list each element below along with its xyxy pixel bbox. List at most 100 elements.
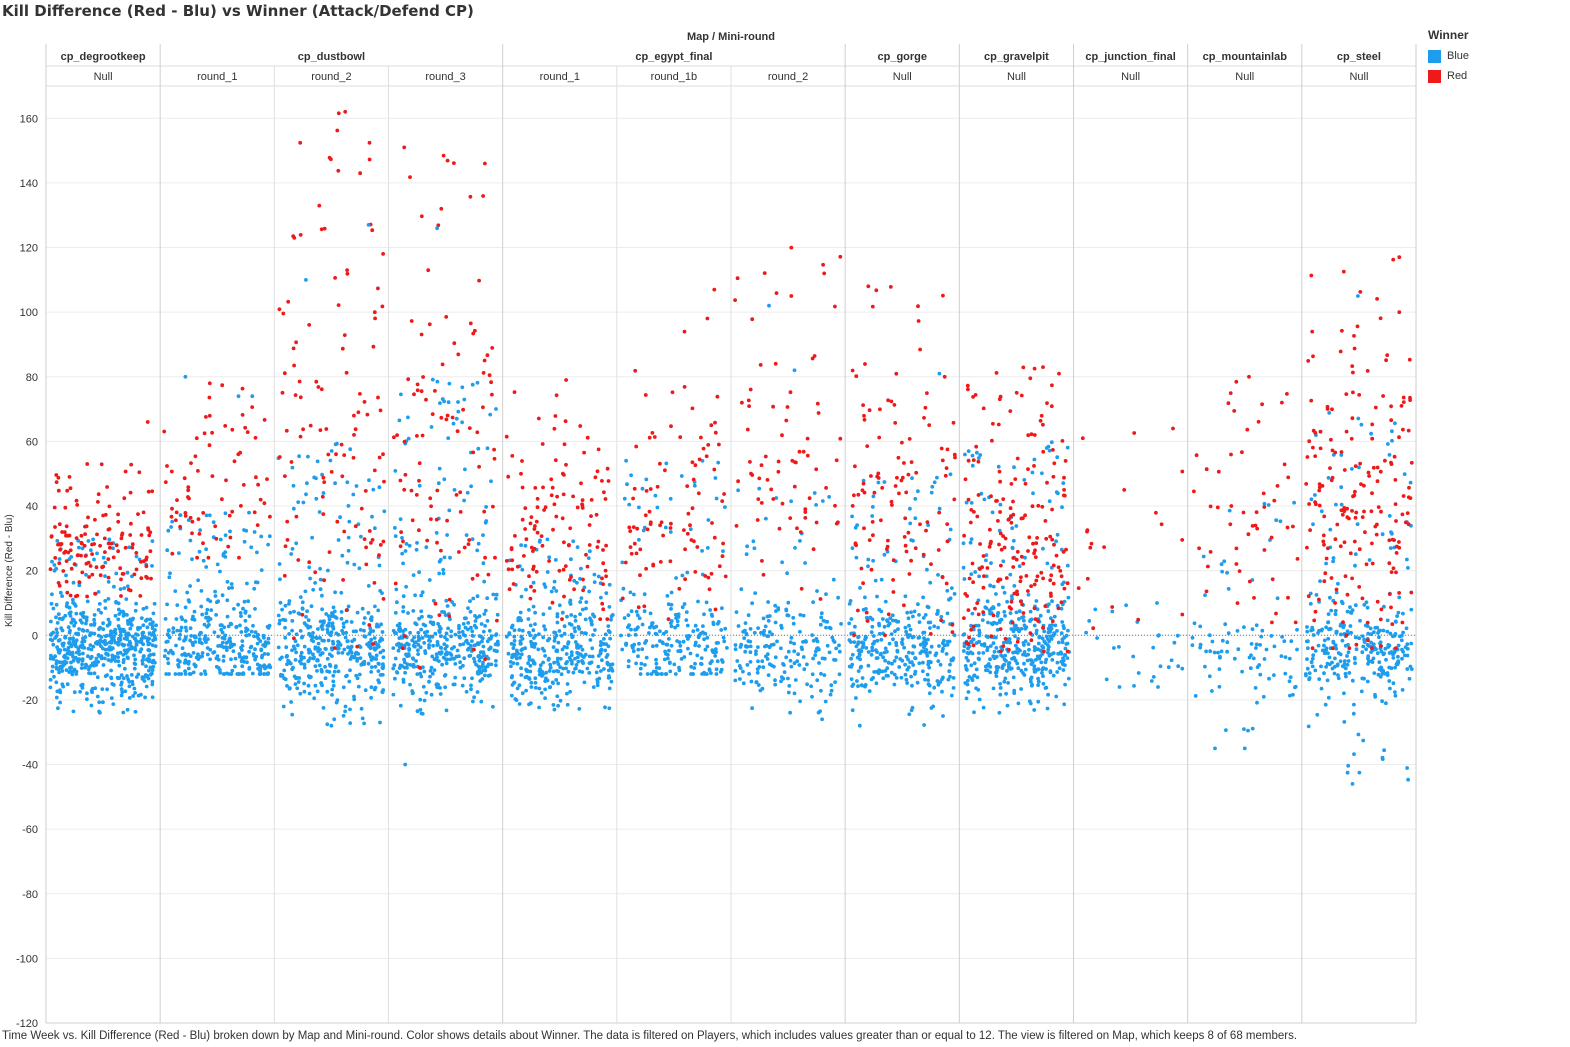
point-red xyxy=(1320,484,1325,488)
point-blue xyxy=(115,651,120,656)
point-blue xyxy=(883,599,888,604)
point-blue xyxy=(86,539,91,543)
point-red xyxy=(1001,497,1006,501)
point-blue xyxy=(894,676,899,680)
point-blue xyxy=(403,670,407,675)
point-blue xyxy=(250,394,255,399)
point-blue xyxy=(913,497,918,501)
point-blue xyxy=(1385,618,1390,623)
point-red xyxy=(445,518,449,523)
point-blue xyxy=(429,425,434,429)
point-blue xyxy=(1353,635,1358,640)
point-red xyxy=(634,444,639,449)
point-red xyxy=(587,523,592,527)
point-blue xyxy=(465,490,470,495)
point-red xyxy=(551,527,555,532)
point-red xyxy=(867,538,872,542)
point-blue xyxy=(476,446,481,451)
point-blue xyxy=(437,466,442,471)
point-red xyxy=(506,567,511,572)
point-blue xyxy=(1388,686,1392,691)
point-red xyxy=(107,504,112,509)
point-blue xyxy=(744,632,749,637)
point-red xyxy=(103,512,108,517)
point-red xyxy=(243,425,248,430)
point-blue xyxy=(584,600,589,604)
point-red xyxy=(1136,617,1141,622)
point-blue xyxy=(368,640,373,645)
point-red xyxy=(393,581,398,586)
point-blue xyxy=(133,645,137,650)
point-blue xyxy=(554,678,559,682)
point-blue xyxy=(333,481,337,486)
point-blue xyxy=(296,680,301,684)
point-blue xyxy=(1151,645,1156,650)
point-blue xyxy=(733,643,738,647)
point-blue xyxy=(238,611,243,615)
point-blue xyxy=(177,636,182,641)
point-blue xyxy=(401,594,406,599)
point-blue xyxy=(1235,629,1240,633)
point-blue xyxy=(900,637,905,642)
point-blue xyxy=(495,639,500,644)
point-blue xyxy=(560,610,565,615)
point-blue xyxy=(190,557,194,562)
point-blue xyxy=(622,496,627,501)
point-red xyxy=(1399,404,1404,408)
point-red xyxy=(776,459,781,464)
point-blue xyxy=(1000,664,1005,668)
point-red xyxy=(991,421,995,426)
point-red xyxy=(294,514,299,519)
round-label: Null xyxy=(1349,71,1368,83)
point-blue xyxy=(773,682,778,687)
point-blue xyxy=(1319,509,1324,514)
point-red xyxy=(1171,426,1175,431)
point-blue xyxy=(747,672,751,676)
y-tick-label: -100 xyxy=(16,953,38,965)
point-blue xyxy=(1326,612,1331,616)
point-red xyxy=(691,477,696,482)
point-blue xyxy=(524,688,528,693)
point-red xyxy=(1013,477,1018,481)
point-blue xyxy=(458,660,462,665)
point-blue xyxy=(1364,647,1368,652)
point-blue xyxy=(899,675,904,680)
point-red xyxy=(1330,407,1334,412)
point-blue xyxy=(1309,628,1313,633)
point-red xyxy=(1229,504,1234,508)
point-blue xyxy=(213,589,218,594)
point-red xyxy=(406,377,411,382)
point-blue xyxy=(51,642,56,647)
point-red xyxy=(685,484,690,488)
point-blue xyxy=(97,602,102,606)
point-blue xyxy=(1388,546,1393,550)
point-blue xyxy=(905,681,909,685)
point-blue xyxy=(226,624,231,629)
point-blue xyxy=(205,624,210,629)
point-blue xyxy=(186,598,191,603)
point-red xyxy=(1293,620,1298,625)
point-blue xyxy=(647,631,651,635)
point-red xyxy=(721,541,725,546)
point-blue xyxy=(824,625,828,630)
point-blue xyxy=(252,530,257,534)
point-blue xyxy=(434,682,439,687)
point-blue xyxy=(1380,755,1385,760)
point-blue xyxy=(165,548,170,553)
point-blue xyxy=(356,652,361,656)
point-blue xyxy=(109,668,113,673)
point-red xyxy=(237,555,241,560)
point-blue xyxy=(125,613,129,617)
map-label: cp_egypt_final xyxy=(635,51,712,63)
point-blue xyxy=(664,461,669,466)
point-blue xyxy=(1064,642,1069,646)
point-blue xyxy=(989,561,993,565)
point-blue xyxy=(96,608,101,612)
point-blue xyxy=(183,374,188,379)
point-red xyxy=(723,574,728,579)
point-red xyxy=(223,424,228,428)
point-red xyxy=(461,407,465,412)
point-blue xyxy=(312,696,317,701)
point-blue xyxy=(480,636,485,641)
point-blue xyxy=(306,658,311,663)
